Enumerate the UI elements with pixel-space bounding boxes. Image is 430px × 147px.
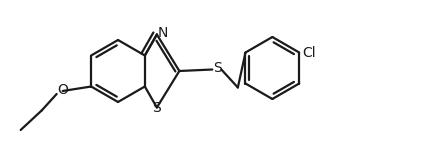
Text: O: O (57, 83, 68, 97)
Text: Cl: Cl (301, 46, 315, 60)
Text: S: S (213, 61, 221, 75)
Text: S: S (152, 101, 161, 115)
Text: N: N (157, 25, 168, 40)
